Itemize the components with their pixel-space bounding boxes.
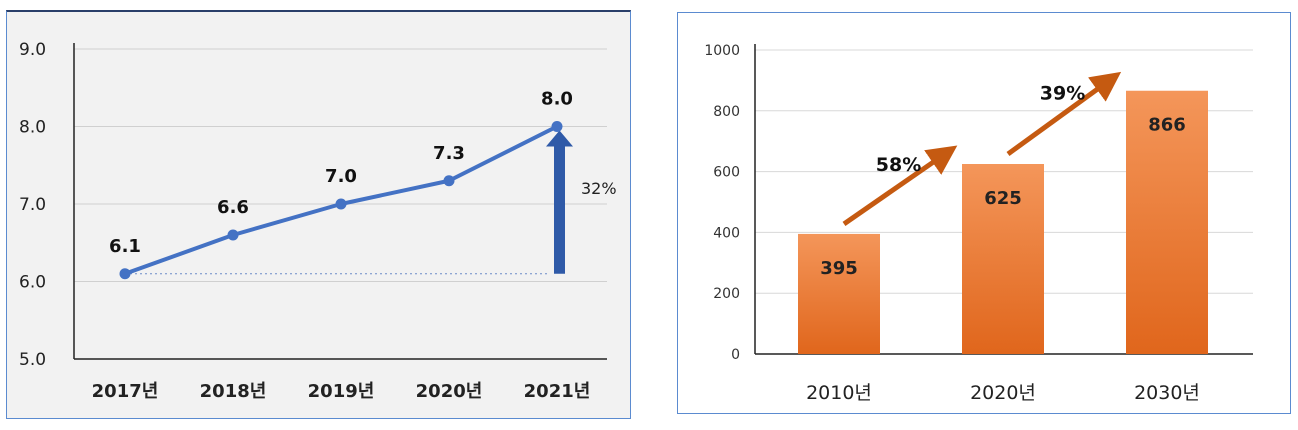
bar-chart: 0 200 400 600 800 1000 395 2010년 625 2020년 866 2030… — [704, 43, 1253, 404]
bar-value-label: 866 — [1148, 115, 1186, 136]
data-point — [335, 198, 347, 210]
bar — [1126, 90, 1208, 355]
data-point — [551, 121, 563, 132]
bar-value-label: 625 — [984, 188, 1022, 209]
bar — [962, 164, 1044, 354]
y-tick-label: 9.0 — [19, 40, 46, 60]
y-tick-label: 8.0 — [19, 118, 46, 138]
data-label: 6.1 — [109, 236, 141, 257]
line-chart: 5.0 6.0 7.0 8.0 9.0 32% 6.1 2017년 6.6 2018년 7.0 201… — [19, 40, 617, 402]
data-point — [227, 229, 239, 241]
bar-value-label: 395 — [820, 258, 858, 279]
x-category-label: 2017년 — [92, 381, 159, 402]
y-tick-label: 0 — [731, 347, 740, 363]
y-tick-label: 600 — [713, 165, 740, 181]
data-label: 6.6 — [217, 197, 249, 218]
x-category-label: 2019년 — [308, 381, 375, 402]
y-tick-label: 5.0 — [19, 350, 46, 370]
y-tick-label: 800 — [713, 104, 740, 120]
y-tick-label: 1000 — [704, 43, 740, 59]
x-category-label: 2010년 — [806, 382, 872, 404]
line-chart-panel: 5.0 6.0 7.0 8.0 9.0 32% 6.1 2017년 6.6 2018년 7.0 201… — [6, 10, 631, 419]
x-category-label: 2020년 — [416, 381, 483, 402]
y-tick-label: 6.0 — [19, 273, 46, 293]
growth-arrow-shaft — [554, 144, 565, 274]
growth-arrow — [842, 145, 958, 226]
growth-arrow — [1006, 71, 1122, 157]
data-label: 7.3 — [433, 143, 465, 164]
growth-percent-label: 58% — [876, 154, 921, 176]
x-category-label: 2020년 — [970, 382, 1036, 404]
bar-chart-panel: 0 200 400 600 800 1000 395 2010년 625 2020년 866 2030… — [677, 12, 1291, 414]
x-category-label: 2018년 — [200, 381, 267, 402]
data-label: 7.0 — [325, 166, 357, 187]
x-category-label: 2021년 — [524, 381, 591, 402]
growth-percent-label: 32% — [581, 179, 617, 198]
x-category-label: 2030년 — [1134, 382, 1200, 404]
y-tick-label: 400 — [713, 225, 740, 241]
growth-arrow-head — [546, 130, 573, 147]
data-point — [119, 268, 131, 280]
growth-percent-label: 39% — [1040, 82, 1085, 104]
data-label: 8.0 — [541, 89, 573, 110]
y-tick-label: 200 — [713, 286, 740, 302]
bar — [798, 233, 880, 354]
y-tick-label: 7.0 — [19, 195, 46, 215]
data-point — [443, 175, 455, 187]
